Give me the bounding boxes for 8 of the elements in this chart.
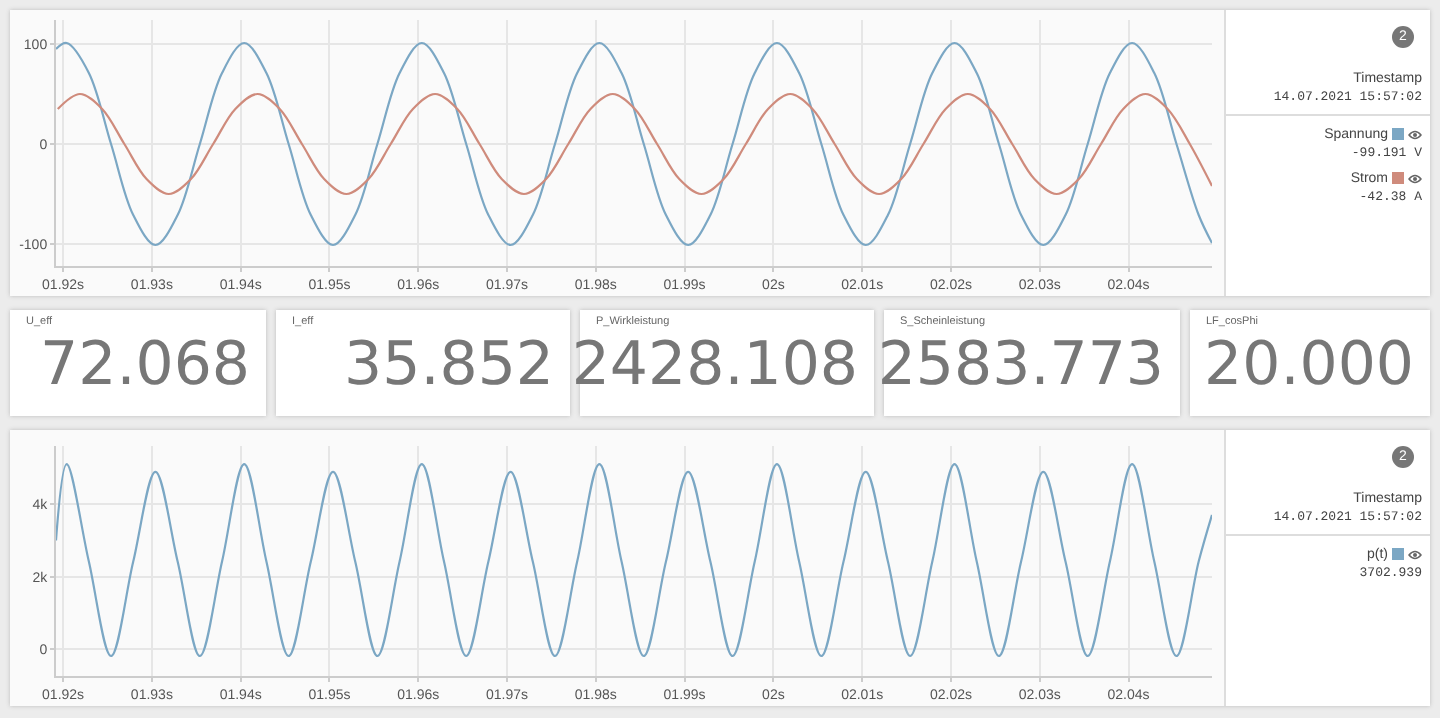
text: 35.852 xyxy=(344,330,554,400)
line-series xyxy=(56,41,1212,247)
text: 20.000 xyxy=(1204,330,1414,400)
line-series xyxy=(56,463,1212,658)
line-series xyxy=(56,92,1212,196)
text: 72.068 xyxy=(40,330,250,400)
text: 2583.773 xyxy=(877,330,1164,400)
text: 2428.108 xyxy=(571,330,858,400)
